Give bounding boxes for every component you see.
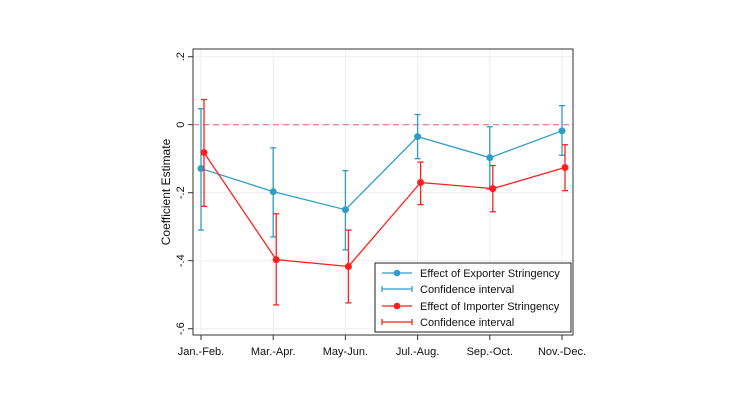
data-point — [269, 188, 277, 196]
y-axis: -.6 -.4 -.2 0 .2 — [175, 52, 193, 335]
series-line — [203, 152, 566, 268]
y-tick-label: .2 — [175, 52, 187, 61]
data-point — [344, 262, 352, 270]
series-line — [200, 130, 563, 211]
x-tick-label: Mar.-Apr. — [251, 346, 296, 358]
y-tick-label: -.6 — [175, 322, 187, 335]
legend-item-importer: Effect of Importer Stringency — [382, 301, 560, 313]
x-tick-label: Sep.-Oct. — [467, 346, 513, 358]
x-tick-label: May-Jun. — [323, 346, 368, 358]
svg-text:Confidence interval: Confidence interval — [420, 317, 514, 329]
series-layer — [193, 98, 573, 306]
data-point — [341, 206, 349, 214]
data-point — [486, 154, 494, 162]
data-point — [558, 127, 566, 135]
legend-item-exporter: Effect of Exporter Stringency — [382, 268, 560, 280]
series-importer — [200, 98, 569, 306]
x-axis: Jan.-Feb. Mar.-Apr. May-Jun. Jul.-Aug. Sep.-… — [178, 335, 586, 358]
svg-text:Effect of Importer Stringency: Effect of Importer Stringency — [420, 301, 560, 313]
data-point — [200, 149, 208, 157]
y-tick-label: -.2 — [175, 186, 187, 199]
y-axis-label: Coefficient Estimate — [159, 138, 173, 245]
series-exporter — [197, 105, 566, 251]
y-tick-label: 0 — [175, 122, 187, 128]
legend-item-exporter-ci: Confidence interval — [381, 284, 514, 296]
legend: Effect of Exporter Stringency Confidence… — [374, 262, 572, 333]
x-tick-label: Jan.-Feb. — [178, 346, 224, 358]
data-point — [272, 256, 280, 264]
x-tick-label: Jul.-Aug. — [396, 346, 439, 358]
svg-text:Effect of Exporter Stringency: Effect of Exporter Stringency — [420, 268, 560, 280]
plot-frame — [192, 48, 574, 336]
data-point — [197, 165, 205, 173]
data-point — [414, 133, 422, 141]
legend-item-importer-ci: Confidence interval — [381, 317, 514, 329]
data-point — [417, 179, 425, 186]
svg-text:Confidence interval: Confidence interval — [420, 284, 514, 296]
y-tick-label: -.4 — [175, 254, 187, 267]
data-point — [561, 164, 569, 172]
x-tick-label: Nov.-Dec. — [538, 346, 586, 358]
legend-symbol-marker — [393, 302, 401, 310]
legend-symbol-marker — [393, 269, 401, 277]
data-point — [489, 185, 497, 193]
